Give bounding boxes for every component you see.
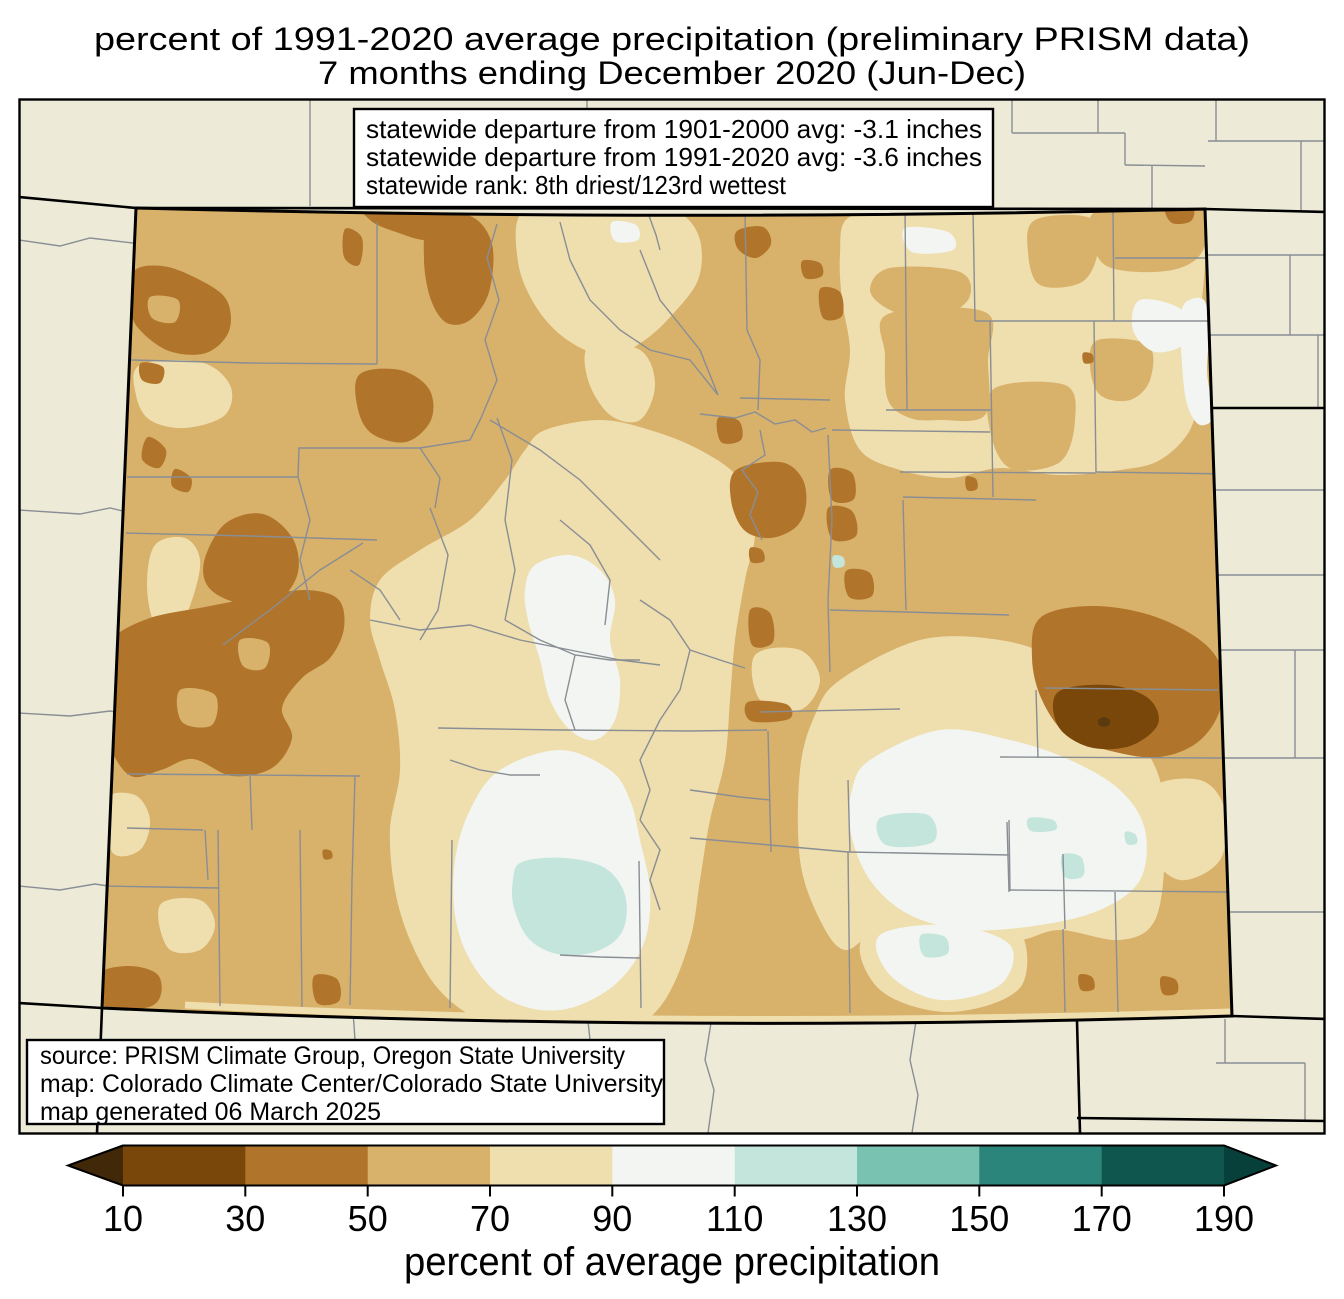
svg-text:map generated 06 March 2025: map generated 06 March 2025 — [40, 1099, 381, 1126]
svg-text:statewide departure from 1901-: statewide departure from 1901-2000 avg: … — [366, 116, 982, 144]
svg-text:190: 190 — [1194, 1198, 1254, 1239]
svg-text:percent of average precipitati: percent of average precipitation — [404, 1240, 940, 1284]
svg-text:10: 10 — [103, 1198, 143, 1239]
svg-text:130: 130 — [827, 1198, 887, 1239]
svg-text:percent of 1991-2020 average p: percent of 1991-2020 average precipitati… — [94, 21, 1250, 57]
svg-text:70: 70 — [470, 1198, 510, 1239]
svg-text:50: 50 — [348, 1198, 388, 1239]
svg-text:source: PRISM Climate Group, O: source: PRISM Climate Group, Oregon Stat… — [40, 1043, 626, 1070]
svg-text:170: 170 — [1072, 1198, 1132, 1239]
svg-text:30: 30 — [225, 1198, 265, 1239]
svg-text:statewide departure from 1991-: statewide departure from 1991-2020 avg: … — [366, 144, 982, 172]
svg-text:110: 110 — [706, 1198, 763, 1239]
svg-text:statewide rank: 8th driest/123: statewide rank: 8th driest/123rd wettest — [366, 172, 786, 200]
svg-text:90: 90 — [592, 1198, 632, 1239]
svg-text:7 months ending December 2020: 7 months ending December 2020 (Jun-Dec) — [318, 55, 1026, 91]
svg-text:150: 150 — [949, 1198, 1009, 1239]
svg-text:map: Colorado Climate Center/C: map: Colorado Climate Center/Colorado St… — [40, 1071, 664, 1098]
